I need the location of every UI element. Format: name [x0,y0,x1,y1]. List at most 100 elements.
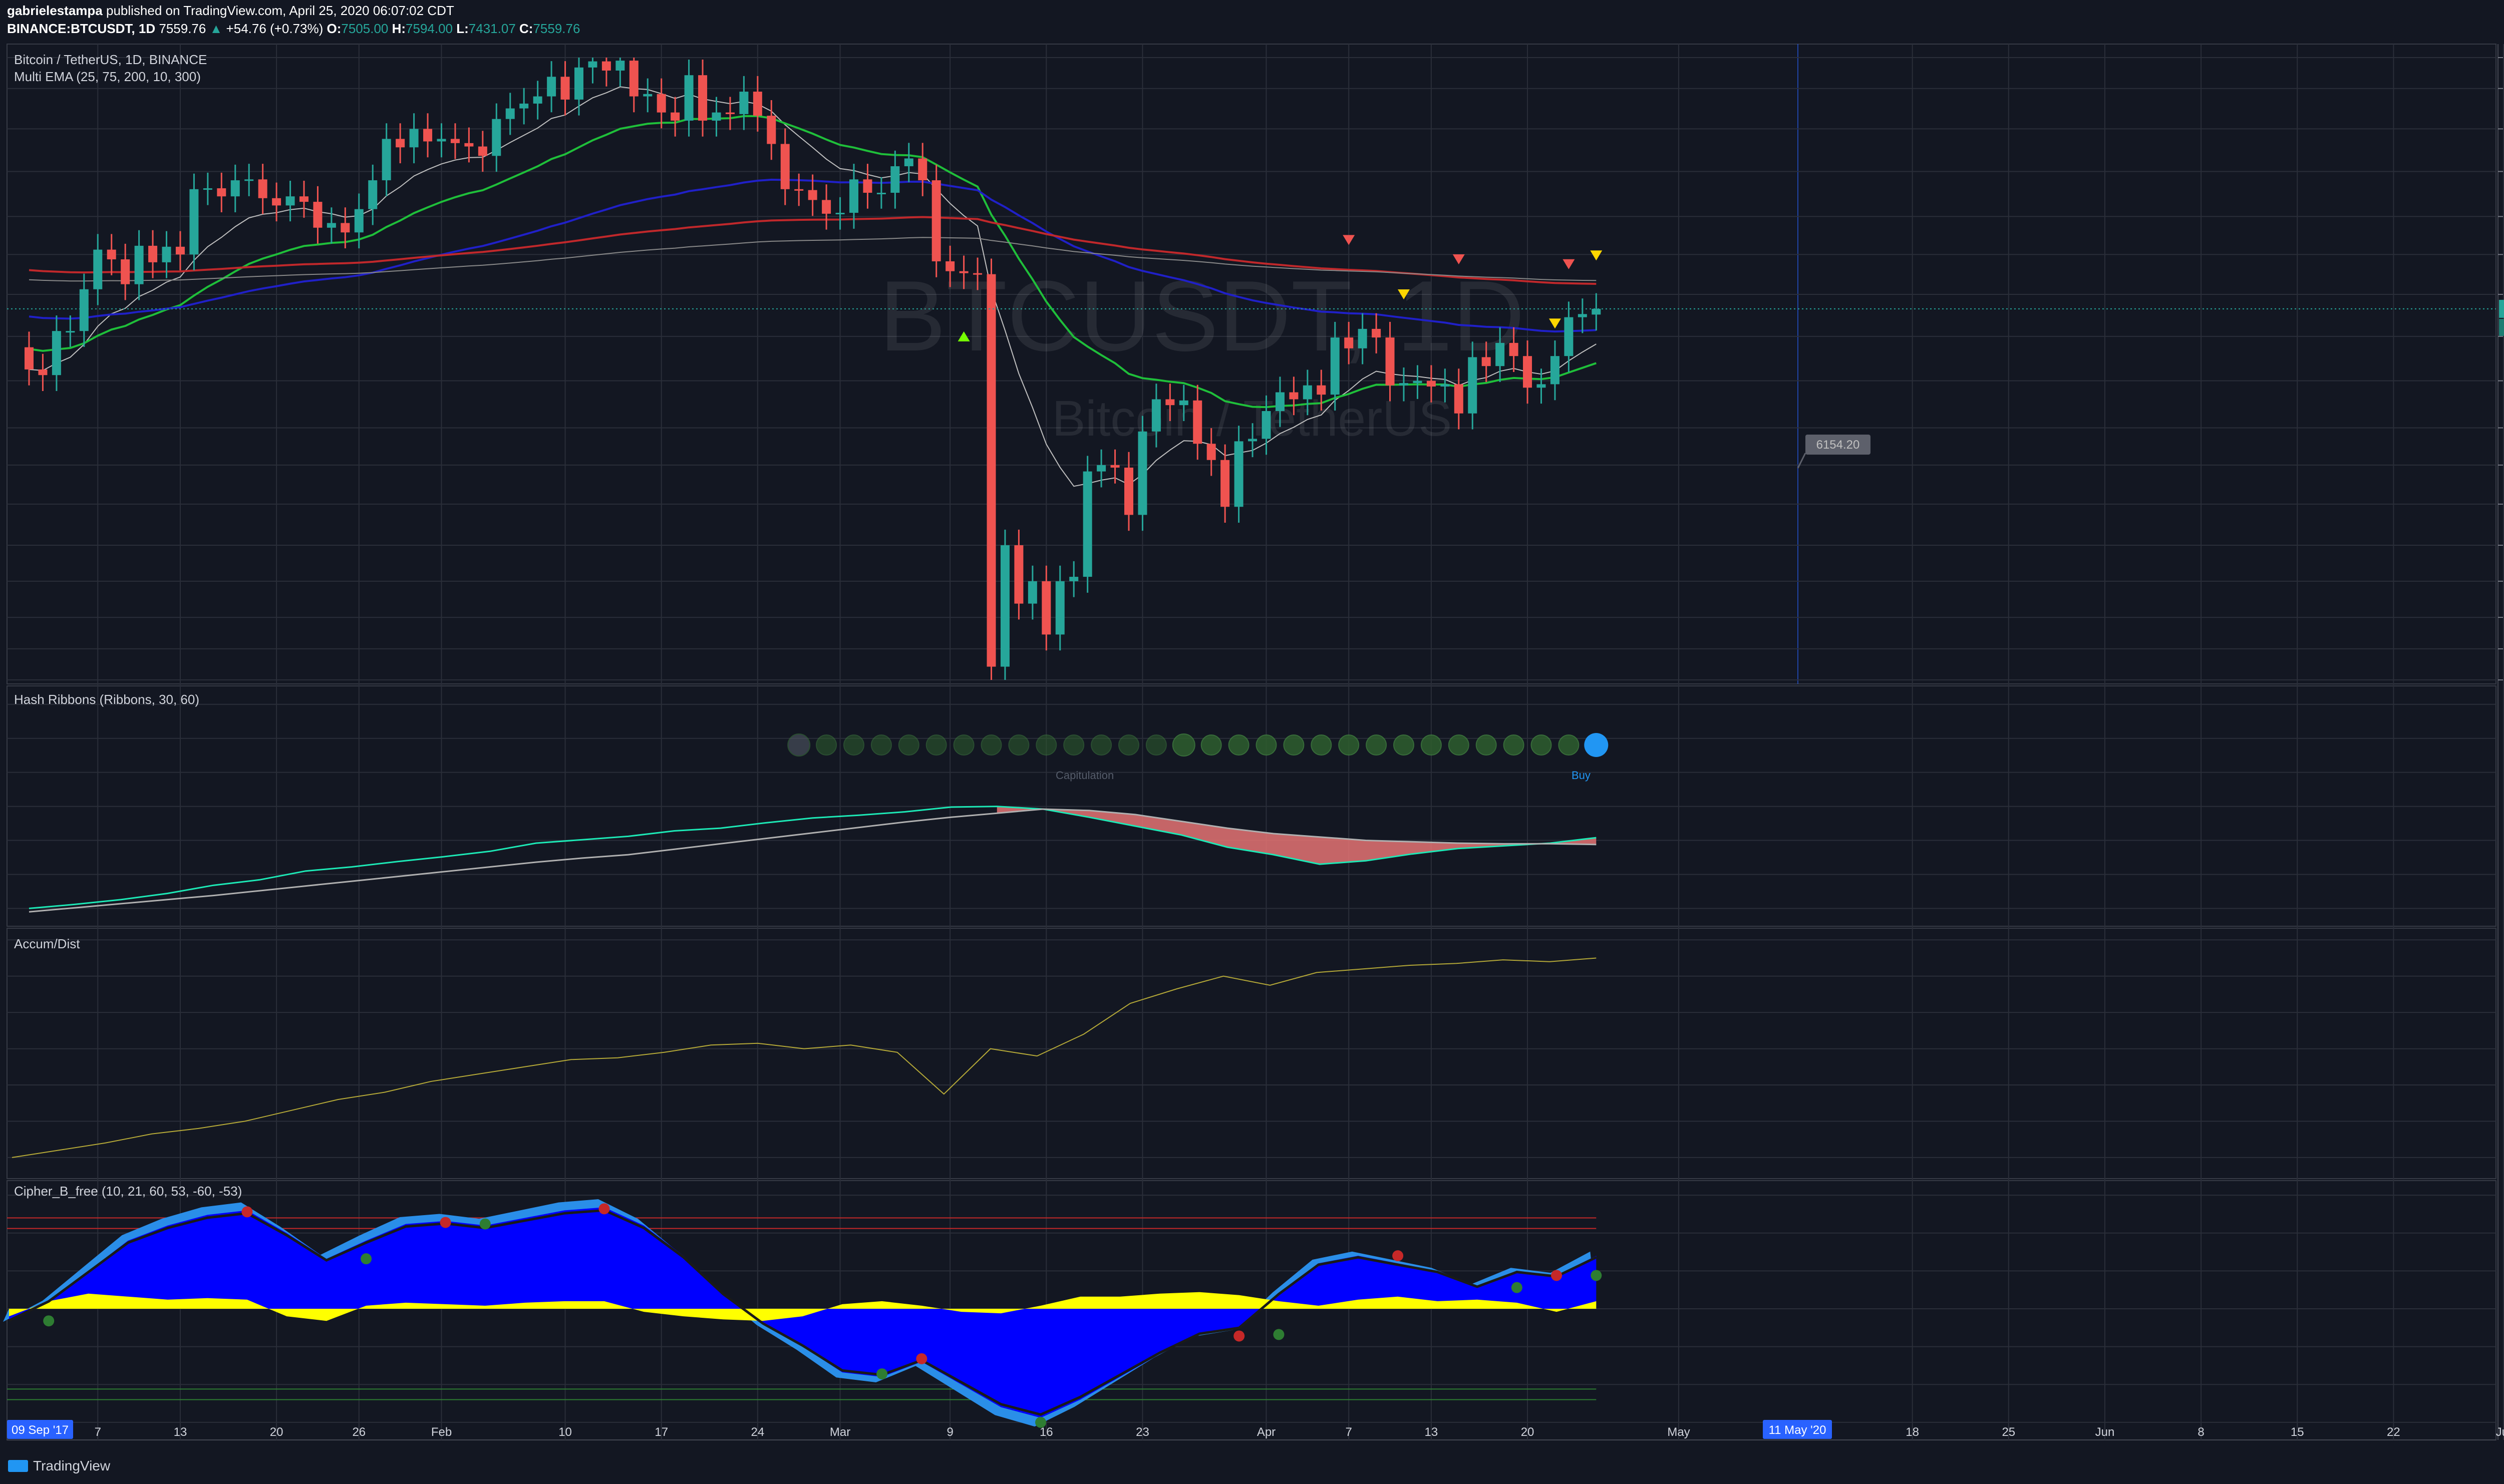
candle-body [671,112,680,121]
cipher-cross-dot [916,1353,927,1364]
capitulation-dot [981,734,1002,756]
cipher-vwap-area [9,1292,1597,1321]
candle-body [615,61,625,71]
change-value: +54.76 (+0.73%) [226,21,324,36]
candle-body [822,200,831,214]
cipher-cross-dot [241,1206,253,1218]
watermark-symbol: BTCUSDT, 1D [879,260,1524,372]
candle-body [918,158,927,181]
candle-body [79,289,89,331]
candle-body [725,112,735,114]
candle-body [327,223,336,228]
candle-body [1193,400,1202,444]
accum-dist-line [12,957,1597,1158]
x-highlight-left [7,1420,73,1439]
tradingview-brand[interactable]: TradingView [8,1458,110,1474]
candle-body [1138,431,1147,515]
tradingview-logo-icon [8,1460,28,1472]
candle-body [1468,357,1477,414]
x-tick-label: 15 [2291,1425,2304,1439]
candle-body [1083,471,1092,577]
candle-body [1234,441,1243,507]
capitulation-dot [787,733,811,757]
candle-body [230,180,240,197]
capitulation-dot [1503,734,1524,756]
candle-body [1317,385,1326,395]
cipher-wave-line [8,1209,1597,1416]
candle-body [973,273,983,275]
candle-body [560,77,570,100]
candle-body [1014,545,1024,604]
x-tick-label: 24 [751,1425,764,1439]
capitulation-label: Capitulation [1056,769,1114,782]
ema-300-line [29,237,1597,282]
candle-body [931,180,941,261]
signal-triangle [1562,259,1575,269]
cursor-bubble-pointer [1797,453,1806,469]
x-tick-label: Feb [431,1425,452,1439]
x-tick-label: 13 [174,1425,187,1439]
cipher-title[interactable]: Cipher_B_free (10, 21, 60, 53, -60, -53) [14,1184,242,1199]
candle-body [1206,444,1216,460]
candle-body [987,274,996,667]
candle-body [1000,545,1010,667]
candle-body [808,190,817,200]
candle-body [876,193,886,195]
candle-body [588,61,597,68]
candle-body [657,94,666,113]
x-tick-label: 9 [947,1425,953,1439]
candle-body [450,139,460,143]
candle-body [1358,328,1367,348]
candle-body [1179,400,1188,406]
candle-body [1564,317,1574,356]
capitulation-dot [843,734,864,756]
candle-body [959,271,969,273]
capitulation-dot [1008,734,1030,756]
candle-body [409,129,419,148]
hash-ribbons-title[interactable]: Hash Ribbons (Ribbons, 30, 60) [14,692,199,707]
x-tick-label: 20 [270,1425,283,1439]
candle-body [464,143,474,147]
candle-body [533,96,542,104]
x-highlight-right [1763,1420,1832,1439]
candle-body [1426,381,1436,387]
capitulation-dot [1420,734,1442,756]
price-pane-title[interactable]: Bitcoin / TetherUS, 1D, BINANCE [14,52,207,67]
cipher-cross-dot [1551,1270,1562,1281]
signal-triangle [958,331,970,341]
candle-body [1495,342,1505,366]
last-price-tag [2499,299,2504,318]
candle-body [203,188,212,190]
capitulation-dot [953,734,975,756]
signal-triangle [1452,254,1465,265]
candle-body [258,179,267,198]
x-highlight-right-label: 11 May '20 [1769,1423,1826,1437]
candle-body [1372,328,1381,338]
candle-body [753,92,762,116]
x-tick-label: 22 [2387,1425,2400,1439]
candle-body [1124,467,1133,515]
capitulation-dot [1448,734,1469,756]
signal-triangle [1343,235,1355,245]
accum-dist-title[interactable]: Accum/Dist [14,936,80,951]
candle-body [437,139,446,142]
cipher-cross-dot [479,1218,491,1230]
low-value: 7431.07 [468,21,516,36]
ema-indicator-title[interactable]: Multi EMA (25, 75, 200, 10, 300) [14,69,201,84]
pane-border-0 [7,44,2496,684]
high-value: 7594.00 [406,21,453,36]
candle-body [1069,577,1079,581]
candle-body [780,144,790,189]
capitulation-dot [1228,734,1249,756]
capitulation-dot [1558,734,1580,756]
candle-body [1028,581,1037,604]
capitulation-dot [1338,734,1360,756]
candle-body [1289,392,1299,400]
candle-body [313,202,323,228]
candle-body [1509,342,1518,356]
x-tick-label: 23 [1136,1425,1149,1439]
candle-body [189,189,199,255]
candle-body [1523,356,1532,388]
capitulation-dot [1091,734,1112,756]
